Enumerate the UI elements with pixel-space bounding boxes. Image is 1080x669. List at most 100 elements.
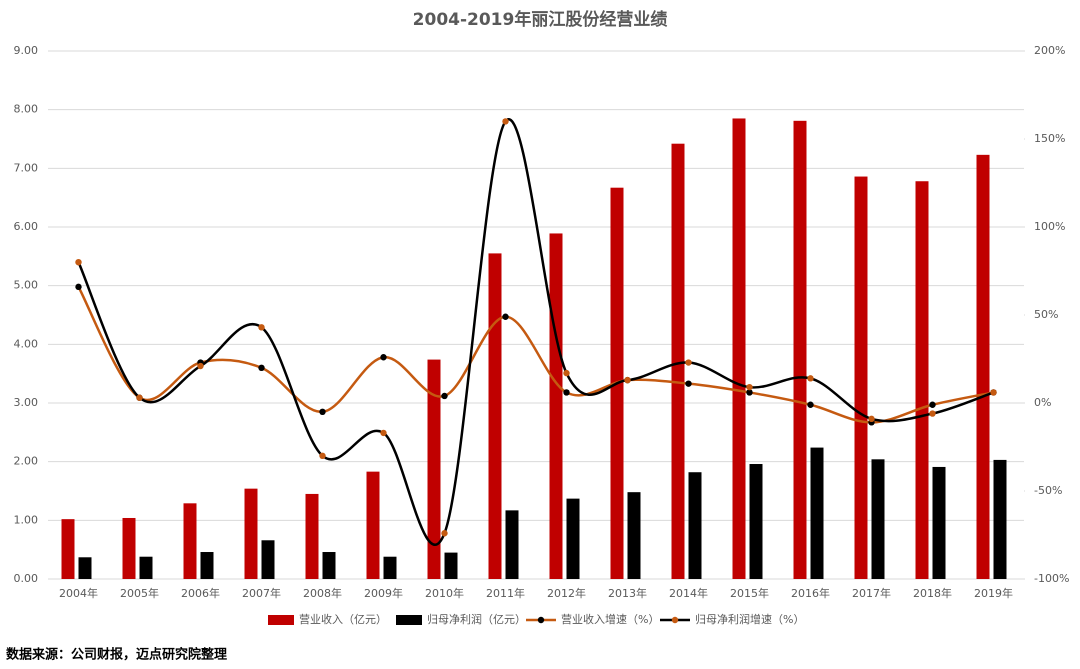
line-marker [441, 530, 448, 537]
x-tick-label: 2012年 [547, 586, 586, 600]
line-marker [258, 364, 265, 371]
y-tick-label: 9.00 [14, 44, 39, 57]
bar [427, 359, 441, 579]
bar [871, 459, 885, 579]
line-marker [441, 392, 448, 400]
line-marker [197, 362, 204, 370]
legend-label: 营业收入（亿元） [299, 612, 387, 626]
y-tick-label: 7.00 [14, 161, 39, 174]
line-marker [990, 389, 997, 396]
bar [810, 447, 824, 579]
x-tick-label: 2013年 [608, 586, 647, 600]
bar [915, 181, 929, 580]
x-tick-label: 2006年 [181, 586, 220, 600]
line-marker [563, 389, 570, 396]
line-marker [563, 369, 570, 377]
bar [976, 154, 990, 579]
x-tick-label: 2005年 [120, 586, 159, 600]
bar [305, 493, 319, 579]
line-marker [75, 283, 82, 291]
line-marker [624, 376, 631, 384]
line-marker [75, 259, 82, 266]
line-marker [746, 389, 753, 396]
bar [122, 517, 136, 579]
y-tick-label: 8.00 [14, 103, 39, 116]
bar [261, 540, 275, 579]
bar [244, 488, 258, 579]
line-marker [868, 415, 875, 423]
x-tick-label: 2010年 [425, 586, 464, 600]
chart-title: 2004-2019年丽江股份经营业绩 [413, 9, 668, 30]
line-marker [746, 383, 753, 391]
x-tick-label: 2019年 [974, 586, 1013, 600]
bar [61, 519, 75, 579]
x-tick-label: 2008年 [303, 586, 342, 600]
legend-swatch [268, 615, 294, 625]
bar [444, 552, 458, 579]
y-tick-label: 5.00 [14, 279, 39, 292]
legend-marker [537, 616, 545, 624]
bar [505, 510, 519, 579]
line-marker [258, 324, 265, 331]
bar [688, 472, 702, 579]
line-marker [319, 452, 326, 459]
y-tick-label: 1.00 [14, 513, 39, 526]
line-marker [380, 354, 387, 361]
y2-tick-label: 100% [1034, 220, 1065, 233]
line [77, 118, 994, 546]
x-tick-label: 2014年 [669, 586, 708, 600]
x-tick-label: 2015年 [730, 586, 769, 600]
source-note: 数据来源：公司财报，迈点研究院整理 [6, 647, 227, 663]
bar [671, 143, 685, 579]
line-marker [929, 401, 936, 408]
y2-tick-label: -50% [1034, 484, 1062, 497]
line-marker [807, 375, 814, 382]
bar [749, 464, 763, 579]
y-tick-label: 2.00 [14, 455, 39, 468]
y2-tick-label: 200% [1034, 44, 1065, 57]
bar [627, 492, 641, 579]
bar [566, 498, 580, 579]
bar [366, 471, 380, 579]
bar [183, 503, 197, 579]
line-marker [807, 401, 814, 408]
bar [793, 120, 807, 580]
x-tick-label: 2016年 [791, 586, 830, 600]
bar [993, 459, 1007, 579]
y-tick-label: 3.00 [14, 396, 39, 409]
bar [932, 466, 946, 579]
bar [78, 557, 92, 579]
x-tick-label: 2009年 [364, 586, 403, 600]
x-tick-label: 2011年 [486, 586, 525, 600]
x-tick-label: 2007年 [242, 586, 281, 600]
bar [854, 176, 868, 579]
line-marker [685, 359, 692, 366]
y-tick-label: 0.00 [14, 572, 39, 585]
x-tick-label: 2018年 [913, 586, 952, 600]
bar [383, 556, 397, 579]
legend-label: 归母净利润（亿元） [427, 612, 526, 626]
legend-marker [671, 616, 679, 624]
bar [322, 552, 336, 579]
y2-tick-label: 150% [1034, 132, 1065, 145]
bar [732, 118, 746, 579]
y-tick-label: 6.00 [14, 220, 39, 233]
y-tick-label: 4.00 [14, 337, 39, 350]
line-marker [136, 394, 143, 401]
line-marker [929, 410, 936, 417]
legend-swatch [396, 615, 422, 625]
line-marker [502, 118, 509, 125]
line-marker [685, 380, 692, 387]
line-marker [380, 429, 387, 437]
line-marker [502, 313, 509, 320]
y2-tick-label: -100% [1034, 572, 1069, 585]
legend-label: 营业收入增速（%） [561, 612, 659, 626]
x-tick-label: 2004年 [59, 586, 98, 600]
line-marker [319, 408, 326, 415]
bar [139, 556, 153, 579]
x-tick-label: 2017年 [852, 586, 891, 600]
y2-tick-label: 0% [1034, 396, 1051, 409]
bar [488, 253, 502, 579]
bar [200, 552, 214, 579]
